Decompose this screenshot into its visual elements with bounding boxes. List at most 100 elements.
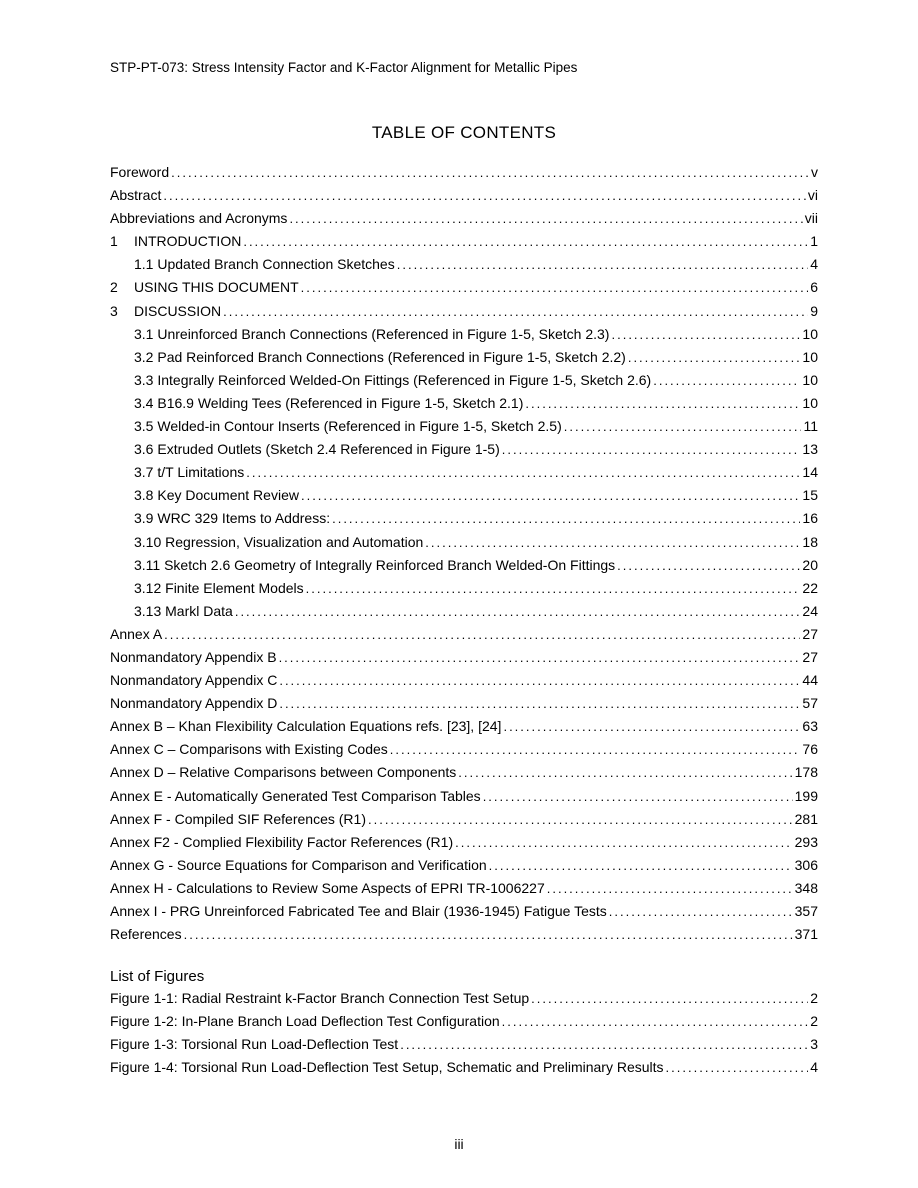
- toc-label: Annex D – Relative Comparisons between C…: [110, 761, 456, 784]
- toc-leader-dots: [243, 230, 808, 253]
- toc-label: Annex F2 - Complied Flexibility Factor R…: [110, 831, 453, 854]
- toc-page-number: 9: [810, 300, 818, 323]
- toc-page-number: 76: [802, 738, 818, 761]
- toc-page-number: 63: [802, 715, 818, 738]
- toc-page-number: 27: [802, 623, 818, 646]
- figure-page-number: 4: [810, 1056, 818, 1079]
- toc-leader-dots: [279, 646, 801, 669]
- toc-leader-dots: [609, 900, 793, 923]
- toc-page-number: 371: [795, 923, 818, 946]
- toc-entry: 3.9 WRC 329 Items to Address: 16: [110, 507, 818, 530]
- toc-label: Annex G - Source Equations for Compariso…: [110, 854, 487, 877]
- toc-page-number: 293: [795, 831, 818, 854]
- toc-chapter-number: 3: [110, 300, 134, 323]
- toc-label: 3.1 Unreinforced Branch Connections (Ref…: [134, 323, 609, 346]
- toc-leader-dots: [455, 831, 793, 854]
- toc-page-number: 10: [802, 392, 818, 415]
- toc-entry: Abbreviations and Acronyms vii: [110, 207, 818, 230]
- toc-page-number: 4: [810, 253, 818, 276]
- toc-page-number: 6: [810, 276, 818, 299]
- toc-chapter-number: 1: [110, 230, 134, 253]
- toc-entry: Nonmandatory Appendix B 27: [110, 646, 818, 669]
- toc-entry: Annex D – Relative Comparisons between C…: [110, 761, 818, 784]
- toc-entry: 3DISCUSSION9: [110, 300, 818, 323]
- toc-label: 3.4 B16.9 Welding Tees (Referenced in Fi…: [134, 392, 523, 415]
- toc-page-number: 16: [802, 507, 818, 530]
- toc-leader-dots: [564, 415, 802, 438]
- toc-leader-dots: [503, 715, 800, 738]
- figure-entry: Figure 1-4: Torsional Run Load-Deflectio…: [110, 1056, 818, 1079]
- toc-leader-dots: [666, 1056, 809, 1079]
- toc-leader-dots: [306, 577, 801, 600]
- toc-entry: Annex C – Comparisons with Existing Code…: [110, 738, 818, 761]
- toc-leader-dots: [390, 738, 801, 761]
- toc-page-number: 1: [810, 230, 818, 253]
- toc-label: 3.12 Finite Element Models: [134, 577, 304, 600]
- toc-leader-dots: [502, 1010, 809, 1033]
- toc-label: Abbreviations and Acronyms: [110, 207, 287, 230]
- toc-entry: Abstractvi: [110, 184, 818, 207]
- toc-title: TABLE OF CONTENTS: [110, 123, 818, 143]
- toc-entry: 2USING THIS DOCUMENT6: [110, 276, 818, 299]
- toc-label: 3.8 Key Document Review: [134, 484, 299, 507]
- toc-leader-dots: [458, 761, 792, 784]
- toc-entry: Annex H - Calculations to Review Some As…: [110, 877, 818, 900]
- figure-label: Figure 1-2: In-Plane Branch Load Deflect…: [110, 1010, 500, 1033]
- toc-label: Annex I - PRG Unreinforced Fabricated Te…: [110, 900, 607, 923]
- toc-label: Nonmandatory Appendix B: [110, 646, 277, 669]
- toc-entry: 1INTRODUCTION1: [110, 230, 818, 253]
- toc-page-number: 27: [802, 646, 818, 669]
- toc-page-number: 22: [802, 577, 818, 600]
- toc-label: Annex B – Khan Flexibility Calculation E…: [110, 715, 501, 738]
- toc-page-number: 24: [802, 600, 818, 623]
- list-of-figures-title: List of Figures: [110, 968, 818, 985]
- toc-entry: 3.5 Welded-in Contour Inserts (Reference…: [110, 415, 818, 438]
- toc-label: 3.11 Sketch 2.6 Geometry of Integrally R…: [134, 554, 615, 577]
- toc-label: Annex A: [110, 623, 162, 646]
- toc-label: 3.9 WRC 329 Items to Address:: [134, 507, 330, 530]
- toc-label: Foreword: [110, 161, 169, 184]
- toc-entry: 3.11 Sketch 2.6 Geometry of Integrally R…: [110, 554, 818, 577]
- toc-label: 3.13 Markl Data: [134, 600, 233, 623]
- toc-label: Annex E - Automatically Generated Test C…: [110, 785, 481, 808]
- toc-entry: Annex G - Source Equations for Compariso…: [110, 854, 818, 877]
- toc-entry: 3.8 Key Document Review15: [110, 484, 818, 507]
- figure-page-number: 2: [810, 1010, 818, 1033]
- toc-leader-dots: [653, 369, 800, 392]
- toc-leader-dots: [368, 808, 793, 831]
- toc-leader-dots: [531, 987, 808, 1010]
- toc-entry: Annex F2 - Complied Flexibility Factor R…: [110, 831, 818, 854]
- toc-leader-dots: [489, 854, 793, 877]
- toc-label: References: [110, 923, 182, 946]
- toc-leader-dots: [164, 623, 800, 646]
- figure-entry: Figure 1-2: In-Plane Branch Load Deflect…: [110, 1010, 818, 1033]
- toc-leader-dots: [502, 438, 801, 461]
- toc-entry: 3.7 t/T Limitations14: [110, 461, 818, 484]
- figures-list: Figure 1-1: Radial Restraint k-Factor Br…: [110, 987, 818, 1079]
- toc-entry: Annex E - Automatically Generated Test C…: [110, 785, 818, 808]
- toc-leader-dots: [617, 554, 800, 577]
- figure-page-number: 2: [810, 987, 818, 1010]
- figure-entry: Figure 1-1: Radial Restraint k-Factor Br…: [110, 987, 818, 1010]
- toc-page-number: 20: [802, 554, 818, 577]
- toc-leader-dots: [525, 392, 800, 415]
- running-header: STP-PT-073: Stress Intensity Factor and …: [110, 60, 818, 75]
- figure-label: Figure 1-4: Torsional Run Load-Deflectio…: [110, 1056, 664, 1079]
- toc-page-number: 348: [795, 877, 818, 900]
- toc-page-number: 10: [802, 346, 818, 369]
- toc-label: 3.7 t/T Limitations: [134, 461, 244, 484]
- toc-page-number: 281: [795, 808, 818, 831]
- toc-entry: 3.3 Integrally Reinforced Welded-On Fitt…: [110, 369, 818, 392]
- toc-entry: Annex F - Compiled SIF References (R1) 28…: [110, 808, 818, 831]
- toc-chapter-number: 2: [110, 276, 134, 299]
- toc-page-number: 11: [803, 415, 818, 438]
- toc-page-number: 57: [802, 692, 818, 715]
- toc-label: 1.1 Updated Branch Connection Sketches: [134, 253, 395, 276]
- toc-page-number: 199: [795, 785, 818, 808]
- toc-leader-dots: [332, 507, 800, 530]
- toc-leader-dots: [223, 300, 808, 323]
- toc-entry: 3.2 Pad Reinforced Branch Connections (R…: [110, 346, 818, 369]
- toc-page-number: 10: [802, 369, 818, 392]
- toc-label: Annex F - Compiled SIF References (R1): [110, 808, 366, 831]
- toc-entry: Forewordv: [110, 161, 818, 184]
